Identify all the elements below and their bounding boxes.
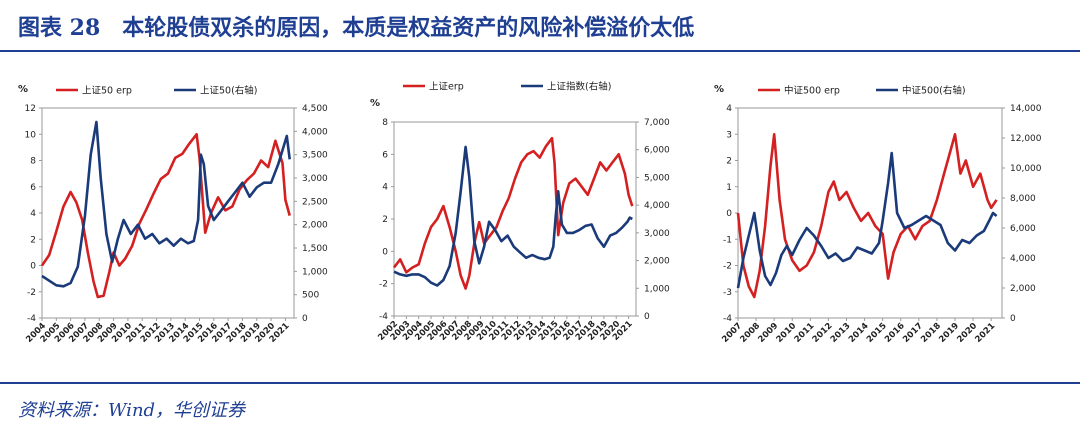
legend-label-0: 上证erp <box>429 82 464 93</box>
right-tick-label: 1,000 <box>302 267 328 277</box>
left-tick-label: 12 <box>25 104 36 114</box>
left-tick-label: 3 <box>726 130 732 140</box>
left-tick-label: -4 <box>27 314 36 324</box>
right-tick-label: 6,000 <box>1010 224 1036 234</box>
source-note: 资料来源：Wind，华创证券 <box>18 400 246 421</box>
series-line-0 <box>392 136 634 290</box>
source-divider <box>0 382 1080 384</box>
plot-frame <box>737 107 1003 319</box>
chart-sse-composite: % -4 -2 0 2 4 6 8 0 1,000 2,000 3,000 4,000 5,000 6,00… <box>370 81 670 343</box>
left-tick-label: 10 <box>25 130 37 140</box>
left-tick-label: -2 <box>379 280 388 290</box>
left-tick-label: -1 <box>723 235 732 245</box>
left-axis-unit: % <box>18 84 28 95</box>
right-tick-label: 2,000 <box>1010 284 1036 294</box>
right-tick-label: 0 <box>1010 314 1016 324</box>
right-tick-label: 4,000 <box>1010 254 1036 264</box>
left-tick-label: 4 <box>382 183 388 193</box>
left-tick-label: 2 <box>726 157 732 167</box>
left-tick-label: 0 <box>30 262 36 272</box>
chart-csi500: % -4 -3 -2 -1 0 1 2 3 4 0 2,000 4,000 6,000 8,000 10,00… <box>714 84 1042 345</box>
right-tick-label: 12,000 <box>1010 134 1042 144</box>
right-tick-label: 4,000 <box>302 127 328 137</box>
left-tick-label: 8 <box>30 157 36 167</box>
series-line-1 <box>393 145 633 287</box>
right-tick-label: 1,500 <box>302 244 328 254</box>
right-tick-label: 2,000 <box>302 221 328 231</box>
left-tick-label: -3 <box>723 288 732 298</box>
right-tick-label: 1,000 <box>644 284 670 294</box>
left-tick-label: 6 <box>30 183 36 193</box>
figure-title: 图表 28 本轮股债双杀的原因，本质是权益资产的风险补偿溢价太低 <box>18 15 695 41</box>
left-tick-label: 0 <box>726 209 732 219</box>
right-tick-label: 500 <box>302 291 319 301</box>
title-divider <box>0 50 1080 52</box>
left-tick-label: -4 <box>379 312 388 322</box>
series-line-0 <box>736 133 998 299</box>
right-tick-label: 10,000 <box>1010 164 1042 174</box>
series-line-0 <box>40 133 291 299</box>
x-tick-label: 2021 <box>973 321 997 345</box>
right-tick-label: 3,000 <box>302 174 328 184</box>
series-line-1 <box>41 120 291 288</box>
left-tick-label: 4 <box>30 209 36 219</box>
right-tick-label: 8,000 <box>1010 194 1036 204</box>
left-tick-label: -2 <box>27 288 36 298</box>
legend-label-1: 上证50(右轴) <box>200 85 258 97</box>
right-tick-label: 0 <box>302 314 308 324</box>
right-tick-label: 14,000 <box>1010 104 1042 114</box>
left-tick-label: -2 <box>723 262 732 272</box>
right-tick-label: 5,000 <box>644 173 670 183</box>
left-axis-unit: % <box>714 84 724 95</box>
right-tick-label: 6,000 <box>644 146 670 156</box>
left-axis-unit: % <box>370 98 380 109</box>
right-tick-label: 0 <box>644 312 650 322</box>
legend-label-0: 中证500 erp <box>784 85 840 97</box>
right-tick-label: 3,500 <box>302 151 328 161</box>
left-tick-label: 1 <box>726 183 732 193</box>
right-tick-label: 7,000 <box>644 118 670 128</box>
left-tick-label: 8 <box>382 118 388 128</box>
right-tick-label: 2,000 <box>644 257 670 267</box>
legend-label-0: 上证50 erp <box>82 86 132 97</box>
legend-label-1: 中证500(右轴) <box>902 85 966 97</box>
left-tick-label: 2 <box>30 235 36 245</box>
left-tick-label: 2 <box>382 215 388 225</box>
plot-frame <box>393 121 637 317</box>
right-tick-label: 4,500 <box>302 104 328 114</box>
left-tick-label: 0 <box>382 247 388 257</box>
left-tick-label: 6 <box>382 150 388 160</box>
right-tick-label: 2,500 <box>302 197 328 207</box>
legend-label-1: 上证指数(右轴) <box>547 81 611 93</box>
right-tick-label: 4,000 <box>644 201 670 211</box>
chart-sse50: % -4 -2 0 2 4 6 8 10 12 0 500 1,000 1,500 2,000 2,500 3,… <box>18 84 328 345</box>
series-line-1 <box>736 151 998 289</box>
right-tick-label: 3,000 <box>644 229 670 239</box>
left-tick-label: 4 <box>726 104 732 114</box>
left-tick-label: -4 <box>723 314 732 324</box>
